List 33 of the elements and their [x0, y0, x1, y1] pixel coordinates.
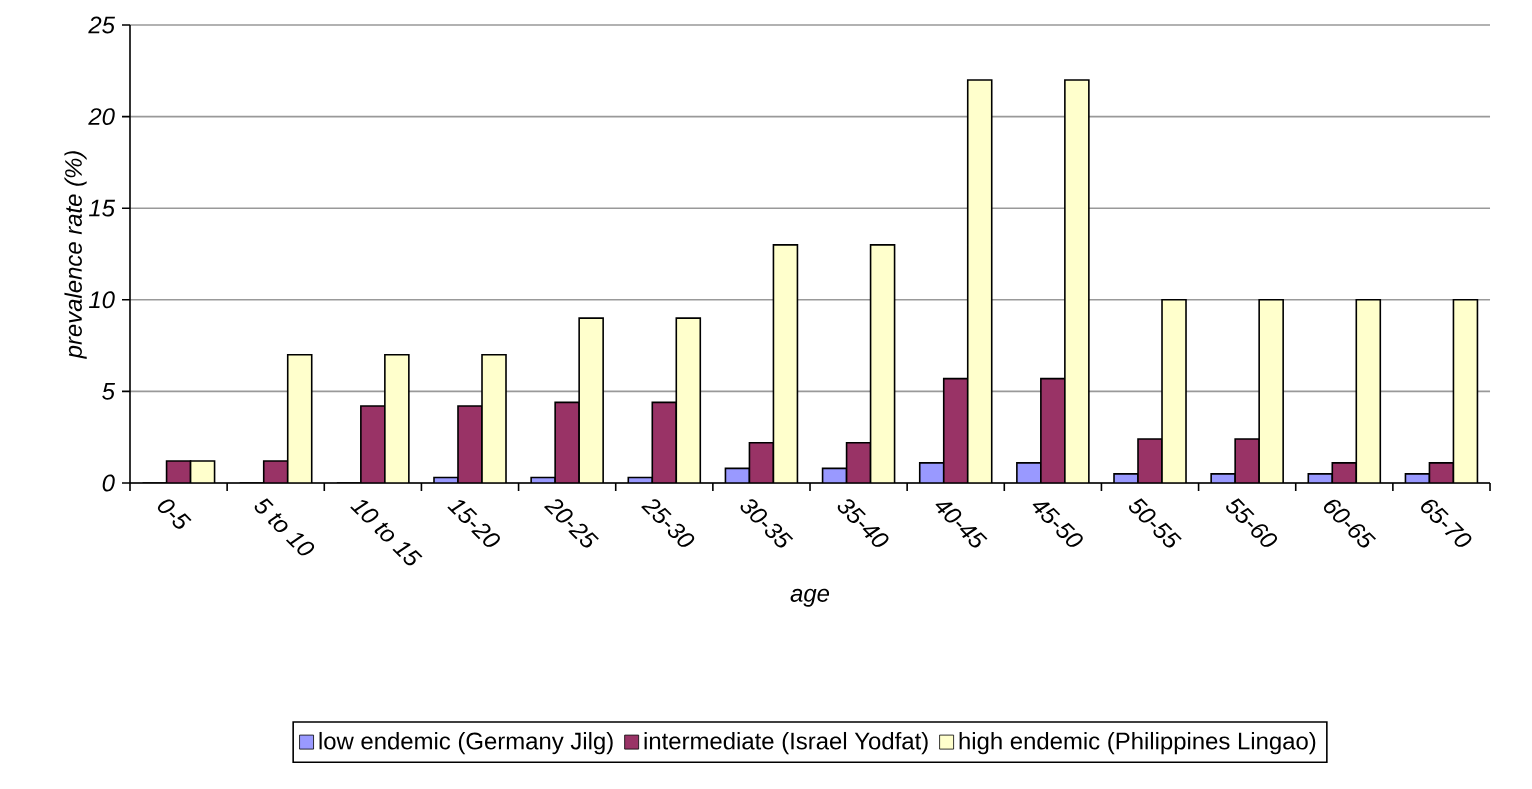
y-tick-label: 10 [88, 291, 115, 309]
bar [773, 244, 798, 483]
bar [1064, 79, 1089, 483]
y-tick-label: 5 [102, 383, 116, 400]
x-tick-label: 10 to 15 [350, 500, 423, 566]
bar [846, 442, 871, 483]
bar [555, 402, 580, 483]
bar [1040, 378, 1065, 483]
bar [482, 354, 507, 483]
bar [579, 318, 604, 483]
x-tick-label: 0-5 [157, 499, 192, 529]
bar [749, 442, 774, 483]
y-tick-label: 25 [88, 16, 115, 34]
bar [287, 354, 312, 483]
x-tick-label: 5 to 10 [254, 498, 315, 556]
bar [676, 318, 701, 483]
bar [652, 402, 677, 483]
bar [1356, 299, 1381, 483]
bar [1162, 299, 1187, 483]
bar [1259, 299, 1284, 483]
legend-label: intermediate (Israel Yodfat) [644, 731, 928, 755]
y-tick-label: 0 [102, 474, 115, 492]
bar [1452, 299, 1479, 483]
y-axis-title: prevalence rate (%) [64, 151, 87, 359]
bar [967, 79, 992, 483]
y-tick-label: 15 [88, 199, 115, 217]
bar [870, 244, 895, 483]
x-axis-title: age [790, 588, 830, 607]
legend-label: high endemic (Philippines Lingao) [959, 731, 1316, 755]
y-tick-label: 20 [88, 108, 115, 126]
bar [943, 378, 968, 483]
legend-label: low endemic (Germany Jilg) [319, 731, 613, 755]
bar [384, 354, 409, 483]
